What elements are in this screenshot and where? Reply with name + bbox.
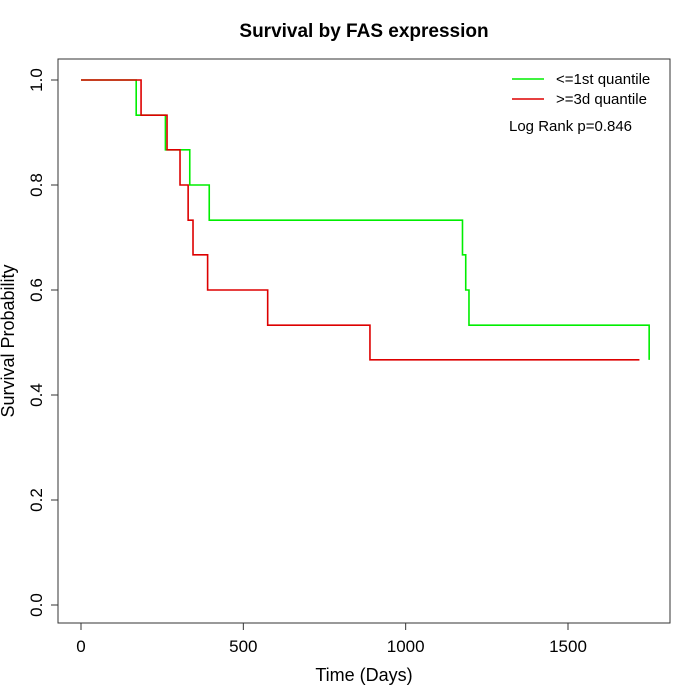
x-tick-label: 0 bbox=[76, 637, 85, 656]
x-axis: 0 500 1000 1500 bbox=[76, 622, 587, 656]
plot-frame bbox=[57, 58, 671, 624]
log-rank-annotation: Log Rank p=0.846 bbox=[509, 118, 632, 135]
survival-curves bbox=[81, 79, 650, 361]
legend-label-1: >=3d quantile bbox=[556, 91, 647, 108]
y-axis-label: Survival Probability bbox=[0, 264, 18, 417]
y-tick-label: 0.2 bbox=[27, 488, 46, 512]
y-tick-label: 1.0 bbox=[27, 68, 46, 92]
x-tick-label: 1000 bbox=[387, 637, 425, 656]
y-tick-label: 0.6 bbox=[27, 278, 46, 302]
y-tick-label: 0.8 bbox=[27, 173, 46, 197]
y-tick-label: 0.4 bbox=[27, 383, 46, 407]
y-tick-label: 0.0 bbox=[27, 593, 46, 617]
x-axis-label: Time (Days) bbox=[315, 665, 412, 685]
legend-label-0: <=1st quantile bbox=[556, 71, 650, 88]
chart-title: Survival by FAS expression bbox=[239, 21, 488, 42]
x-tick-label: 1500 bbox=[549, 637, 587, 656]
survival-curve-1 bbox=[81, 79, 640, 361]
y-axis: 0.0 0.2 0.4 0.6 0.8 1.0 bbox=[27, 68, 59, 617]
x-tick-label: 500 bbox=[229, 637, 257, 656]
legend: <=1st quantile >=3d quantile bbox=[512, 71, 650, 108]
